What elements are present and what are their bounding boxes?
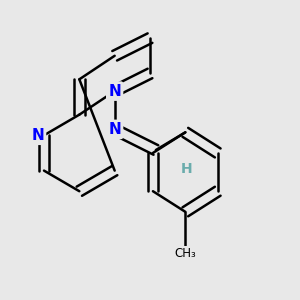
Text: H: H [181,162,193,176]
Text: CH₃: CH₃ [175,247,196,260]
Text: N: N [108,122,121,137]
Text: N: N [31,128,44,143]
Text: N: N [108,84,121,99]
